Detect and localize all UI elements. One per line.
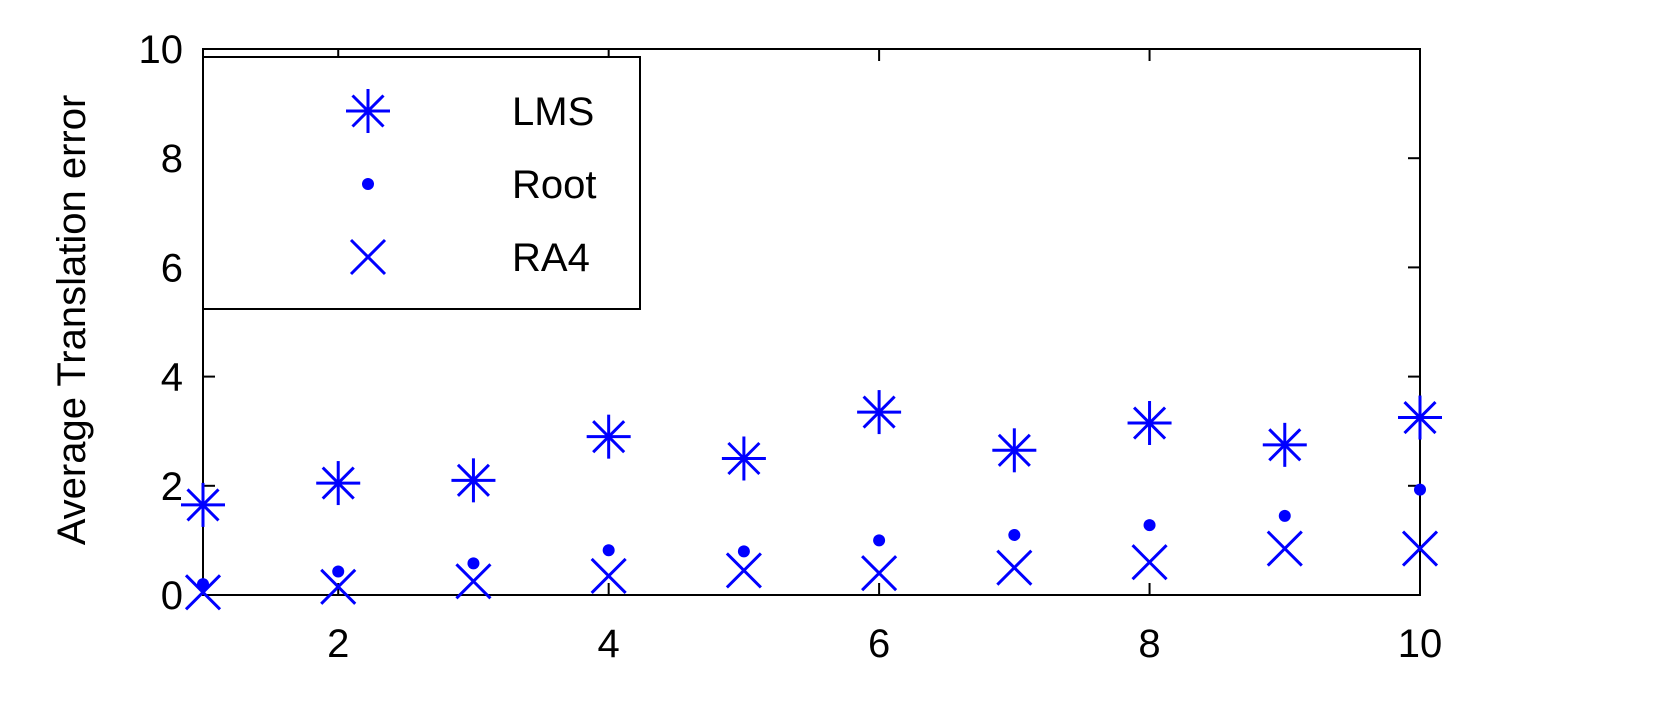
data-point-lms — [1127, 401, 1172, 446]
y-tick-label: 8 — [161, 137, 183, 181]
y-tick-label: 2 — [161, 465, 183, 509]
data-point-root — [197, 578, 209, 591]
data-point-ra4 — [184, 574, 222, 611]
data-point-lms — [721, 436, 766, 481]
series-root — [197, 483, 1426, 591]
legend-box — [202, 56, 641, 310]
data-point-root — [467, 557, 480, 570]
data-point-ra4 — [320, 568, 357, 605]
y-tick-label: 10 — [139, 28, 184, 72]
x-tick-label: 8 — [1138, 622, 1160, 666]
legend-item-ra4: RA4 — [349, 236, 590, 280]
legend-label-lms: LMS — [512, 90, 594, 134]
data-point-lms — [316, 461, 361, 506]
data-point-lms — [857, 390, 902, 435]
data-point-root — [1008, 528, 1021, 541]
data-point-root — [1278, 509, 1291, 522]
x-tick-label: 6 — [868, 622, 890, 666]
legend-label-root: Root — [512, 163, 597, 207]
data-point-ra4 — [1401, 530, 1439, 567]
data-point-root — [1143, 519, 1156, 532]
data-marks — [181, 390, 1442, 611]
x-tick-label: 2 — [327, 622, 349, 666]
data-point-ra4 — [725, 552, 762, 589]
series-lms — [181, 390, 1442, 527]
legend-item-root: Root — [362, 163, 597, 207]
legend-marker-ra4 — [349, 238, 387, 276]
data-point-lms — [1262, 422, 1307, 467]
legend-marker-lms — [346, 89, 390, 133]
axes: 2 4 6 8 10 0 2 4 6 8 10 — [139, 28, 1443, 666]
data-point-lms — [586, 414, 631, 459]
data-point-lms — [1398, 395, 1442, 440]
y-tick-label: 6 — [161, 246, 183, 290]
data-point-lms — [181, 482, 225, 527]
data-point-ra4 — [590, 557, 627, 594]
series-ra4 — [184, 530, 1439, 611]
data-point-lms — [992, 428, 1037, 473]
y-axis-label: Average Translation error — [50, 95, 94, 546]
data-point-root — [332, 565, 345, 578]
legend: LMS Root RA4 — [202, 56, 641, 310]
data-point-root — [737, 545, 750, 558]
y-tick-label: 0 — [161, 574, 183, 618]
data-point-ra4 — [455, 563, 492, 600]
data-point-root — [1414, 483, 1426, 496]
legend-item-lms: LMS — [346, 89, 594, 134]
data-point-ra4 — [996, 549, 1033, 586]
plot-frame — [202, 48, 1421, 596]
data-point-ra4 — [1131, 544, 1168, 581]
x-tick-label: 10 — [1398, 622, 1443, 666]
data-point-ra4 — [861, 555, 898, 592]
y-tick-label: 4 — [161, 356, 183, 400]
data-point-root — [602, 544, 615, 557]
legend-label-ra4: RA4 — [512, 236, 590, 280]
data-point-lms — [451, 458, 496, 503]
legend-marker-root — [362, 178, 374, 190]
x-tick-label: 4 — [598, 622, 620, 666]
data-point-root — [873, 534, 886, 547]
data-point-ra4 — [1266, 530, 1303, 567]
